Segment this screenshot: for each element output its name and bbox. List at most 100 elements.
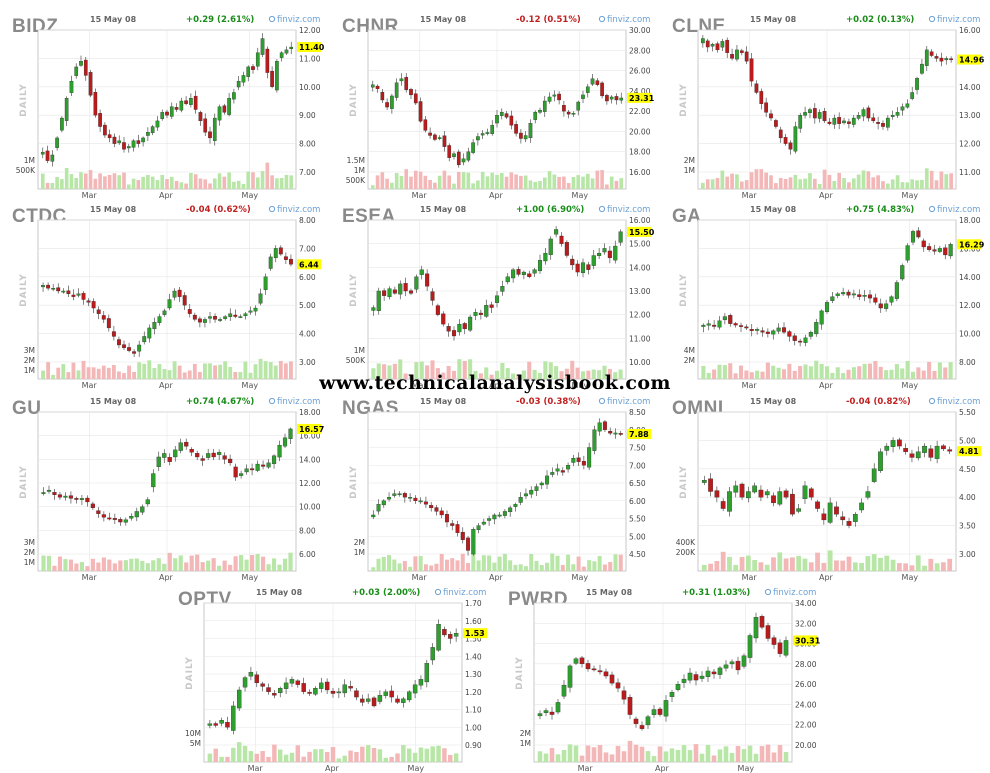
chart-ga[interactable]: GA 15 May 08 +0.75 (4.83%) finviz.com DAILY 1… [668,200,988,390]
y-tick-label: 14.00 [629,263,651,272]
volume-bar [920,179,924,189]
chart-svg: CTDC 15 May 08 -0.04 (0.62%) finviz.comDAIL… [12,205,321,390]
candle-body [394,82,399,98]
candle-body [699,675,705,679]
volume-bar [745,555,751,571]
volume-bar [437,175,442,189]
volume-bar [514,174,518,189]
candle-body [777,491,783,505]
candle-body [376,290,381,311]
candle-body [288,428,293,439]
brand-label: finviz.com [607,205,650,215]
chart-chnr[interactable]: CHNR 15 May 08 -0.12 (0.51%) finviz.com DAIL… [338,10,658,200]
volume-bar [429,565,434,571]
candle-body [468,316,473,331]
chart-svg: GU 15 May 08 +0.74 (4.67%) finviz.com DAILY 1… [12,397,324,582]
volume-bar [615,745,621,762]
last-price-box [957,446,981,457]
volume-bar [107,174,112,189]
chart-omni[interactable]: OMNI 15 May 08 -0.04 (0.82%) finviz.com DAIL… [668,392,988,582]
change-label: -0.12 (0.51%) [516,15,581,25]
candle-body [68,495,74,499]
volume-bar [934,563,940,571]
volume-bar [473,370,478,379]
candle-body [944,58,949,61]
volume-tick-label: 1M [354,346,365,355]
candle-body [720,501,726,509]
volume-bar [821,562,827,571]
volume-tick-label: 500K [16,166,36,175]
change-label: -0.04 (0.62%) [186,205,251,215]
last-price-box [463,628,487,639]
chart-svg: CLNE 15 May 08 +0.02 (0.13%) finviz.comDAIL… [672,15,985,200]
candle-body [239,473,244,476]
volume-bar [581,566,586,571]
candle-body [74,498,79,500]
candle-body [198,112,203,122]
candle-body [619,97,624,101]
month-label: May [902,381,919,390]
candle-body [681,678,687,683]
volume-bar [701,564,707,571]
chart-svg: ESEA 15 May 08 +1.00 (6.90%) finviz.comDAIL… [342,205,655,390]
candle-body [93,92,98,116]
volume-bar [725,176,730,189]
chart-gu[interactable]: GU 15 May 08 +0.74 (4.67%) finviz.com DAILY 1… [8,392,328,582]
candle-body [248,672,254,677]
volume-bar [118,560,123,571]
candle-body [448,634,453,639]
chart-optv[interactable]: OPTV 15 May 08 +0.03 (2.00%) finviz.com DAIL… [174,583,494,773]
volume-bar [597,745,603,762]
y-tick-label: 6.50 [629,479,646,488]
candle-body [231,705,236,731]
chart-pwrd[interactable]: PWRD 15 May 08 +0.31 (1.03%) finviz.com DAIL… [504,583,824,773]
candle-body [203,319,207,323]
candle-body [878,303,883,309]
volume-bar [451,370,457,379]
candle-body [348,686,353,689]
candle-body [165,111,169,116]
volume-bar [905,360,910,379]
candle-body [675,683,681,690]
candle-body [174,107,179,110]
volume-bar [846,369,851,379]
volume-bar [425,365,430,379]
candle-body [160,112,165,119]
y-tick-label: 9.00 [299,111,316,120]
chart-svg: NGAS 15 May 08 -0.03 (0.38%) finviz.comDAIL… [342,397,651,582]
candle-body [733,323,738,326]
volume-bar [324,752,330,762]
last-price-box [627,92,651,103]
y-tick-label: 1.60 [465,617,482,626]
volume-bar [608,561,613,571]
volume-bar [404,169,409,189]
candle-body [765,331,770,334]
volume-bar [179,182,184,189]
volume-bar [738,365,744,379]
candle-body [555,468,560,472]
candle-body [167,457,172,462]
candle-body [380,91,385,101]
chart-clne[interactable]: CLNE 15 May 08 +0.02 (0.13%) finviz.com DAIL… [668,10,988,200]
volume-bar [621,751,627,762]
candle-body [499,112,504,116]
volume-bar [571,564,576,571]
chart-esea[interactable]: ESEA 15 May 08 +1.00 (6.90%) finviz.com DAIL… [338,200,658,390]
candle-body [792,335,797,341]
volume-bar [591,369,596,379]
candle-body [545,475,550,485]
candle-body [597,670,603,673]
chart-bidz[interactable]: BIDZ 15 May 08 +0.29 (2.61%) finviz.com DAIL… [8,10,328,200]
last-price-box [627,226,651,237]
candle-body [371,697,377,707]
volume-bar [155,180,160,189]
candle-body [85,497,90,503]
volume-bar [258,358,263,379]
candle-body [51,288,56,290]
chart-ngas[interactable]: NGAS 15 May 08 -0.03 (0.38%) finviz.com DAIL… [338,392,658,582]
candle-body [79,61,83,66]
volume-bar [423,564,428,571]
brand-label: finviz.com [937,205,980,215]
chart-ctdc[interactable]: CTDC 15 May 08 -0.04 (0.62%) finviz.com DAIL… [8,200,328,390]
candle-body [446,326,451,332]
